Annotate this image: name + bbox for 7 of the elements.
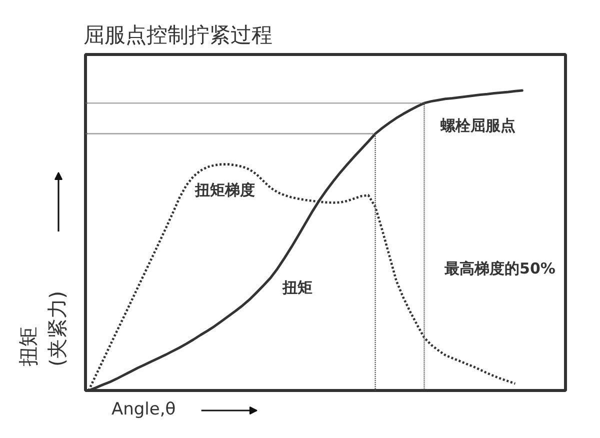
chart-title: 屈服点控制拧紧过程	[84, 23, 272, 47]
x-axis-title: Angle,θ	[111, 400, 176, 420]
annotation: 最高梯度的50%	[444, 260, 556, 278]
y-axis-title: 扭矩 (夹紧力)	[16, 290, 69, 366]
series-label: 扭矩	[282, 278, 313, 297]
series-label: 扭矩梯度	[194, 180, 255, 199]
annotation: 螺栓屈服点	[440, 116, 516, 134]
